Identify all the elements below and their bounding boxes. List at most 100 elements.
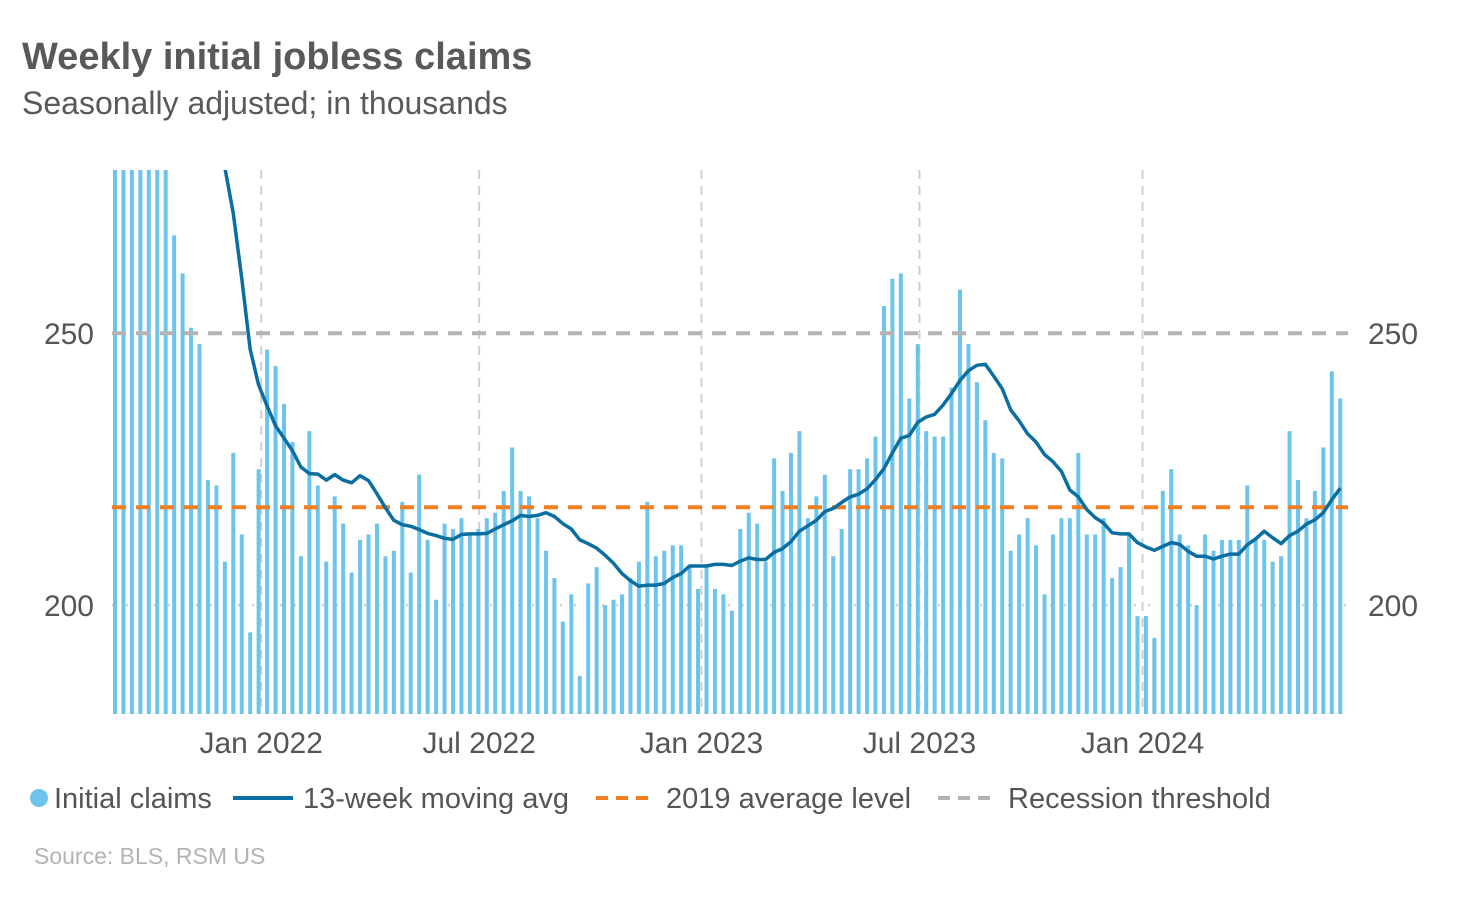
bar (839, 529, 844, 714)
bar (1177, 534, 1182, 714)
bar (1143, 616, 1148, 714)
bar (1093, 534, 1098, 714)
bar (417, 474, 422, 714)
bar (1034, 545, 1039, 714)
bar (155, 170, 160, 714)
bar (1245, 485, 1250, 714)
bar (1338, 398, 1343, 714)
bar (797, 431, 802, 714)
bar (729, 610, 734, 714)
bar (307, 431, 312, 714)
bar (374, 523, 379, 714)
bar (645, 501, 650, 714)
bar (493, 512, 498, 714)
bar (1127, 534, 1131, 714)
bar (636, 561, 641, 714)
bar (434, 599, 439, 714)
bar (603, 605, 608, 714)
bar (738, 529, 743, 714)
bar (214, 485, 219, 714)
bar (780, 490, 785, 714)
bar (535, 518, 540, 714)
bar (163, 170, 168, 714)
bar (991, 452, 996, 714)
bar (129, 170, 134, 714)
bar (484, 518, 489, 714)
x-tick-label: Jan 2022 (199, 727, 322, 760)
bar (113, 170, 117, 714)
bar (451, 529, 455, 714)
bar (1219, 539, 1224, 714)
y-tick-label-right: 200 (1368, 590, 1418, 623)
bar (1059, 518, 1064, 714)
bar (924, 431, 929, 714)
bar (1279, 556, 1284, 714)
bar (189, 327, 194, 714)
bar (552, 578, 557, 714)
bar (569, 594, 574, 714)
bar (476, 529, 481, 714)
bar (1084, 534, 1089, 714)
reference-lines (112, 331, 1348, 510)
x-tick-label: Jul 2023 (863, 727, 976, 760)
bar (1025, 518, 1030, 714)
bar (881, 306, 886, 714)
bar (1194, 605, 1199, 714)
bar (1262, 539, 1267, 714)
bar (366, 534, 371, 714)
bar (1135, 616, 1140, 714)
bar (958, 289, 962, 714)
bar (1000, 458, 1005, 714)
bar (332, 496, 337, 714)
bar (408, 572, 413, 714)
bar (501, 490, 506, 714)
x-tick-label: Jan 2024 (1081, 727, 1204, 760)
bar (265, 349, 270, 714)
bar (459, 518, 464, 714)
bar (865, 458, 870, 714)
bar (121, 170, 126, 714)
bar (341, 523, 346, 714)
y-tick-label-left: 200 (44, 590, 94, 623)
bar (1296, 480, 1300, 714)
bar (425, 539, 430, 714)
bar (941, 436, 946, 714)
bar (1253, 539, 1258, 714)
axis-labels: Jan 2022 Jul 2022 Jan 2023 Jul 2023 Jan 2024… (44, 318, 1418, 760)
bar (273, 365, 278, 714)
bar (620, 594, 624, 714)
bar (1211, 550, 1216, 714)
bar (146, 170, 151, 714)
x-tick-label: Jul 2022 (422, 727, 535, 760)
bar (1101, 518, 1106, 714)
bar (256, 469, 261, 714)
bars-initial-claims (113, 170, 1343, 714)
moving-average-path (223, 170, 1342, 588)
bar (755, 523, 760, 714)
bar (687, 567, 692, 714)
bar (172, 235, 177, 714)
bar (442, 523, 447, 714)
legend: Initial claims 13-week moving avg 2019 ave… (30, 783, 1271, 815)
bar (527, 496, 532, 714)
y-tick-label-right: 250 (1368, 318, 1418, 351)
bar (712, 588, 717, 714)
x-tick-label: Jan 2023 (640, 727, 763, 760)
legend-label-2019-average: 2019 average level (666, 783, 911, 815)
bar (510, 447, 515, 714)
bar (873, 436, 878, 714)
bar (1186, 545, 1191, 714)
bar (594, 567, 599, 714)
bar (1270, 561, 1275, 714)
legend-label-recession-threshold: Recession threshold (1008, 783, 1271, 815)
bar (805, 518, 810, 714)
bar (763, 561, 768, 714)
bar (1329, 371, 1334, 714)
bar (679, 545, 684, 714)
bar (822, 474, 827, 714)
bar (231, 452, 236, 714)
bar (696, 588, 701, 714)
bar (391, 550, 396, 714)
bar (772, 458, 777, 714)
